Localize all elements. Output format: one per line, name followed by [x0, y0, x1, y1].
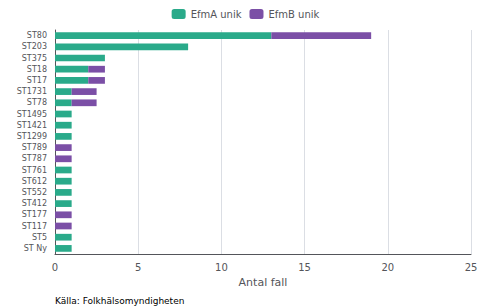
svg-text:ST1495: ST1495: [17, 110, 47, 119]
svg-text:ST1731: ST1731: [17, 87, 47, 96]
svg-text:ST612: ST612: [22, 177, 47, 186]
svg-text:EfmA unik: EfmA unik: [191, 9, 242, 20]
svg-text:ST1421: ST1421: [17, 121, 47, 130]
svg-text:ST Ny: ST Ny: [24, 244, 47, 253]
svg-text:EfmB unik: EfmB unik: [268, 9, 319, 20]
svg-text:ST375: ST375: [22, 54, 47, 63]
svg-text:ST787: ST787: [22, 154, 47, 163]
svg-text:Källa: Folkhälsomyndigheten: Källa: Folkhälsomyndigheten: [55, 296, 184, 306]
svg-text:ST80: ST80: [27, 31, 47, 40]
svg-text:ST117: ST117: [22, 222, 47, 231]
svg-text:5: 5: [135, 262, 141, 273]
svg-text:15: 15: [298, 262, 311, 273]
svg-text:ST17: ST17: [27, 76, 47, 85]
svg-text:20: 20: [381, 262, 394, 273]
svg-text:ST18: ST18: [27, 65, 47, 74]
svg-text:ST177: ST177: [22, 210, 47, 219]
svg-text:ST5: ST5: [32, 233, 47, 242]
svg-text:Antal fall: Antal fall: [239, 276, 288, 289]
svg-text:ST78: ST78: [27, 98, 47, 107]
svg-text:ST203: ST203: [22, 42, 47, 51]
svg-text:10: 10: [215, 262, 228, 273]
svg-text:ST412: ST412: [22, 199, 47, 208]
svg-text:25: 25: [465, 262, 478, 273]
svg-text:ST552: ST552: [22, 188, 47, 197]
svg-text:ST1299: ST1299: [17, 132, 47, 141]
svg-text:ST789: ST789: [22, 143, 47, 152]
svg-text:0: 0: [52, 262, 58, 273]
svg-text:ST761: ST761: [22, 166, 47, 175]
